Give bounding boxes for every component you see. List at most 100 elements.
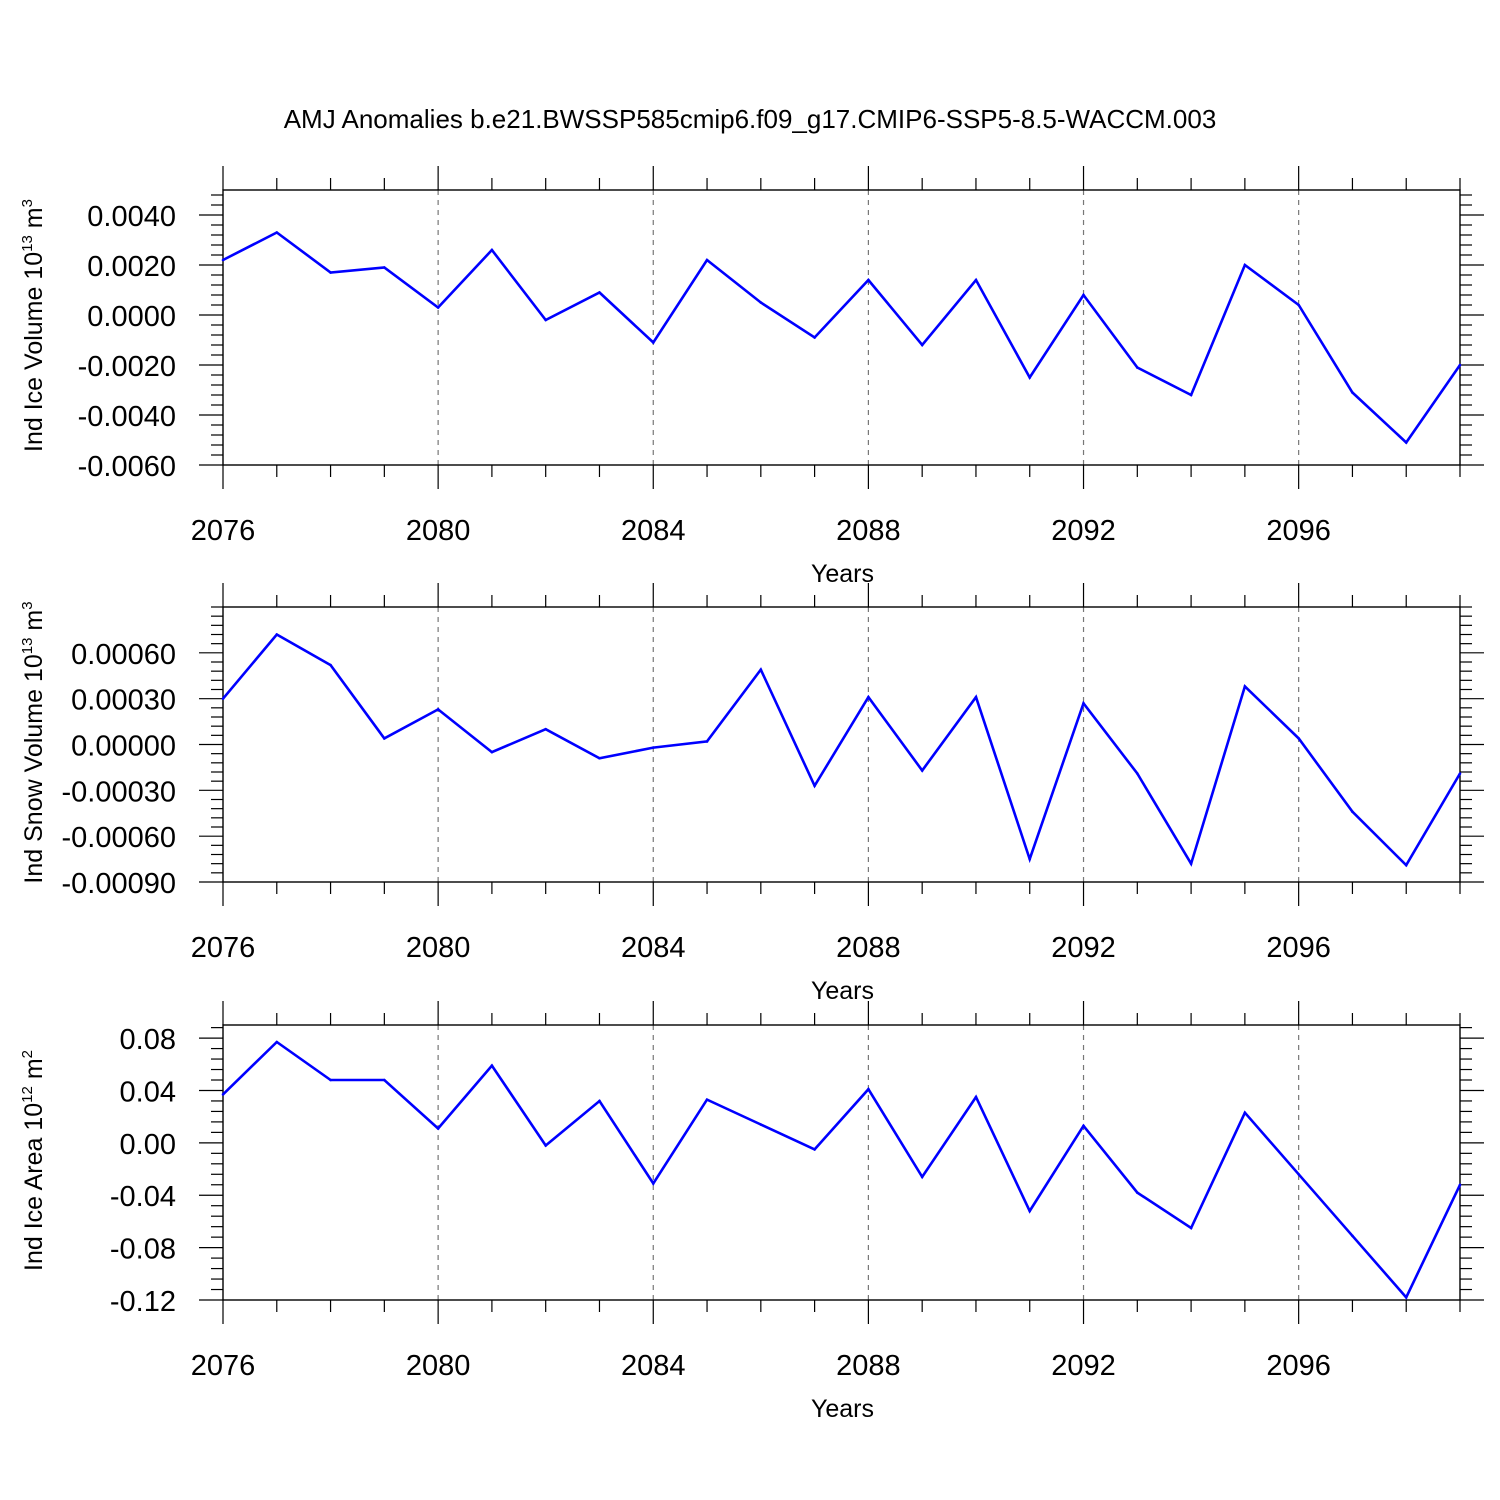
y-axis-label-unit-exponent: 3 — [19, 199, 36, 207]
data-point — [1028, 1209, 1032, 1213]
data-point — [1243, 685, 1247, 688]
data-point — [867, 695, 870, 699]
x-tick-label: 2076 — [191, 932, 256, 964]
chart-title: AMJ Anomalies b.e21.BWSSP585cmip6.f09_g1… — [284, 104, 1217, 134]
y-axis-label-main: Ind Snow Volume 10 — [20, 654, 48, 883]
data-point — [1243, 263, 1247, 267]
data-point — [705, 258, 709, 262]
data-point — [759, 1123, 763, 1126]
data-point — [1136, 772, 1139, 775]
y-tick-label: 0.00000 — [71, 731, 176, 763]
x-tick-label: 2092 — [1051, 515, 1116, 547]
x-axis-label: Years — [811, 1395, 874, 1423]
data-point — [544, 727, 547, 731]
data-point — [1351, 391, 1354, 394]
y-axis-label: Ind Ice Volume 1013 m3 — [19, 199, 48, 452]
chart-panel-2: 0.00060 0.00030 0.00000 -0.00030 -0.00060 -0.… — [19, 583, 1484, 1005]
data-point — [598, 756, 601, 760]
data-point — [1082, 1124, 1085, 1128]
y-tick-label: 0.0020 — [87, 251, 176, 283]
data-point — [1404, 441, 1408, 444]
chart-panels: 0.0040 0.0020 0.0000 -0.0020 -0.0040 -0.0060 2… — [19, 166, 1484, 1423]
x-tick-label: 2096 — [1266, 932, 1331, 964]
data-point — [436, 708, 440, 711]
data-point — [329, 271, 332, 274]
data-point — [1136, 1191, 1139, 1194]
y-axis-label-exponent: 12 — [19, 1086, 36, 1103]
chart-panel-3: 0.08 0.04 0.00 -0.04 -0.08 -0.12 2076 2080 2084 2… — [19, 1001, 1484, 1423]
data-point — [759, 668, 763, 671]
data-point — [275, 231, 279, 234]
x-tick-label: 2096 — [1266, 1350, 1331, 1382]
data-point — [651, 341, 655, 344]
y-tick-label: -0.0020 — [78, 351, 176, 383]
data-point — [1189, 393, 1193, 397]
x-axis-label: Years — [811, 977, 874, 1005]
data-point — [705, 1098, 709, 1101]
x-tick-label: 2088 — [836, 1350, 901, 1382]
x-tick-label: 2076 — [191, 1350, 256, 1382]
data-point — [1028, 376, 1032, 379]
data-point — [1458, 772, 1462, 775]
x-axis-label: Years — [811, 560, 874, 588]
data-point — [598, 291, 601, 294]
y-axis-label: Ind Snow Volume 1013 m3 — [19, 601, 48, 883]
x-tick-label: 2080 — [406, 932, 471, 964]
data-point — [1028, 857, 1032, 861]
series-line — [222, 632, 1462, 868]
plot-frame — [222, 1024, 1461, 1301]
y-tick-label: -0.08 — [110, 1234, 176, 1266]
y-axis-label-main: Ind Ice Volume 10 — [20, 252, 48, 452]
data-point — [221, 697, 225, 700]
data-point — [275, 1040, 279, 1044]
y-axis-label-unit-exponent: 3 — [19, 601, 36, 609]
x-tick-label: 2080 — [406, 515, 471, 547]
y-axis-label-unit-exponent: 2 — [19, 1050, 36, 1058]
x-tick-label: 2084 — [621, 1350, 686, 1382]
data-point — [598, 1099, 601, 1103]
y-axis-label-main: Ind Ice Area 10 — [20, 1103, 48, 1271]
x-tick-label: 2080 — [406, 1350, 471, 1382]
y-tick-label: -0.00030 — [62, 776, 177, 808]
data-point — [383, 737, 386, 740]
data-point — [544, 1144, 547, 1147]
data-point — [490, 750, 494, 754]
y-tick-label: -0.00060 — [62, 822, 177, 854]
data-point — [813, 784, 816, 788]
y-tick-label: 0.00030 — [71, 685, 176, 717]
y-tick-label: -0.0040 — [78, 401, 176, 433]
data-point — [544, 318, 547, 322]
data-point — [1458, 1183, 1462, 1187]
data-point — [1189, 1226, 1193, 1230]
data-point — [221, 1093, 225, 1096]
y-axis-label-exponent: 13 — [19, 638, 36, 655]
data-point — [867, 1087, 870, 1091]
data-point — [813, 336, 816, 339]
x-tick-label: 2076 — [191, 515, 256, 547]
data-point — [1082, 701, 1085, 705]
x-tick-label: 2088 — [836, 515, 901, 547]
y-axis-label: Ind Ice Area 1012 m2 — [19, 1050, 48, 1271]
data-point — [383, 1078, 386, 1082]
data-point — [275, 633, 279, 636]
x-tick-label: 2084 — [621, 932, 686, 964]
data-point — [436, 1127, 440, 1130]
data-point — [651, 746, 655, 749]
data-point — [490, 1064, 494, 1067]
data-point — [867, 278, 870, 282]
data-point — [920, 769, 924, 772]
y-tick-label: -0.12 — [110, 1286, 176, 1318]
data-point — [1351, 810, 1354, 814]
data-point — [221, 258, 225, 262]
data-point — [974, 1095, 978, 1099]
y-tick-label: 0.04 — [120, 1076, 176, 1108]
data-point — [920, 1175, 924, 1179]
data-point — [1082, 293, 1085, 297]
data-point — [1404, 863, 1408, 867]
data-point — [813, 1148, 816, 1151]
y-tick-label: -0.04 — [110, 1181, 176, 1213]
y-tick-label: 0.00060 — [71, 639, 176, 671]
x-tick-label: 2092 — [1051, 1350, 1116, 1382]
data-point — [1297, 1172, 1300, 1176]
